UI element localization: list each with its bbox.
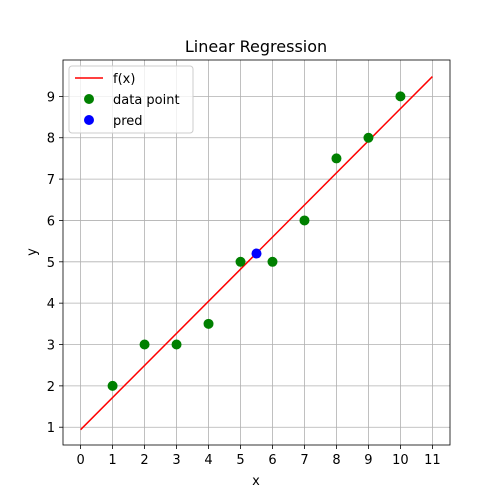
x-tick-label: 11 bbox=[424, 453, 441, 468]
x-tick-label: 0 bbox=[76, 453, 84, 468]
data-point-marker bbox=[363, 132, 374, 143]
legend-label-data-point: data point bbox=[113, 93, 180, 108]
y-axis: 1 2 3 4 5 6 7 8 9 bbox=[47, 90, 63, 436]
x-tick-label: 7 bbox=[300, 453, 308, 468]
y-axis-label: y bbox=[25, 248, 40, 256]
y-tick-label: 3 bbox=[47, 339, 55, 354]
x-tick-label: 8 bbox=[332, 453, 340, 468]
x-axis-label: x bbox=[252, 474, 260, 489]
data-point-marker bbox=[107, 380, 118, 391]
plot-frame bbox=[62, 59, 451, 446]
data-point-marker bbox=[299, 215, 310, 226]
x-tick-label: 3 bbox=[172, 453, 180, 468]
legend-label-pred: pred bbox=[113, 114, 143, 129]
y-tick-label: 5 bbox=[47, 256, 55, 271]
chart-title: Linear Regression bbox=[185, 37, 327, 56]
grid bbox=[63, 60, 450, 445]
pred-marker bbox=[251, 248, 262, 259]
x-tick-label: 4 bbox=[204, 453, 212, 468]
y-tick-label: 4 bbox=[47, 297, 55, 312]
legend-box bbox=[68, 65, 194, 134]
y-tick-label: 9 bbox=[47, 90, 55, 105]
point-layer bbox=[107, 91, 406, 391]
data-point-marker bbox=[171, 339, 182, 350]
legend-swatch-pred bbox=[84, 115, 94, 125]
legend-label-fx: f(x) bbox=[113, 72, 135, 87]
x-tick-label: 6 bbox=[268, 453, 276, 468]
data-point-marker bbox=[331, 153, 342, 164]
x-axis: 0 1 2 3 4 5 6 7 8 9 10 11 bbox=[76, 445, 441, 468]
data-point-marker bbox=[235, 256, 246, 267]
data-point-marker bbox=[203, 318, 214, 329]
x-tick-label: 10 bbox=[392, 453, 409, 468]
data-point-marker bbox=[139, 339, 150, 350]
legend-swatch-data-point bbox=[84, 94, 94, 104]
y-tick-label: 8 bbox=[47, 132, 55, 147]
x-tick-label: 5 bbox=[236, 453, 244, 468]
legend: f(x) data point pred bbox=[68, 65, 194, 134]
y-tick-label: 6 bbox=[47, 214, 55, 229]
y-tick-label: 1 bbox=[47, 421, 55, 436]
x-tick-label: 2 bbox=[140, 453, 148, 468]
data-point-marker bbox=[395, 91, 406, 102]
x-tick-label: 1 bbox=[108, 453, 116, 468]
y-tick-label: 2 bbox=[47, 380, 55, 395]
x-tick-label: 9 bbox=[364, 453, 372, 468]
y-tick-label: 7 bbox=[47, 173, 55, 188]
data-point-marker bbox=[267, 256, 278, 267]
